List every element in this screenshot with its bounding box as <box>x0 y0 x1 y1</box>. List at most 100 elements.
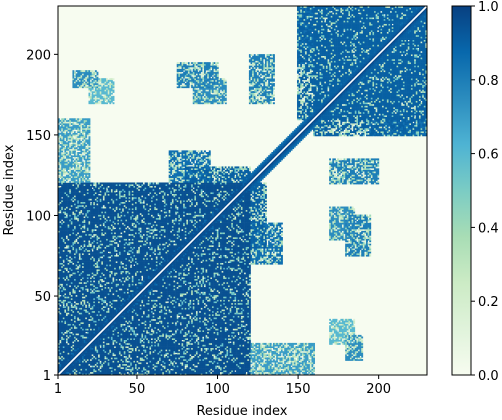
heatmap-cell <box>194 373 197 375</box>
heatmap-cell <box>224 349 227 352</box>
heatmap-cell <box>123 360 126 363</box>
heatmap-cell <box>239 350 242 353</box>
heatmap-cell <box>165 339 168 342</box>
heatmap-cell <box>157 360 160 363</box>
heatmap-cell <box>98 338 101 340</box>
heatmap-cell <box>204 362 206 365</box>
heatmap-cell <box>191 349 194 352</box>
heatmap-cell <box>202 342 205 345</box>
heatmap-cell <box>247 346 250 349</box>
heatmap-cell <box>290 349 293 352</box>
heatmap-cell <box>239 357 242 360</box>
heatmap-cell <box>245 346 248 349</box>
heatmap-cell <box>277 368 280 371</box>
heatmap-cell <box>256 355 259 358</box>
heatmap-cell <box>300 370 303 373</box>
heatmap-cell <box>104 373 107 375</box>
heatmap-cell <box>61 341 64 344</box>
heatmap-cell <box>159 344 161 347</box>
heatmap-cell <box>181 358 184 361</box>
heatmap-cell <box>181 363 184 366</box>
heatmap-cell <box>82 362 84 365</box>
heatmap-cell <box>309 373 312 375</box>
heatmap-cell <box>189 354 192 357</box>
heatmap-cell <box>256 365 259 368</box>
heatmap-cell <box>136 342 139 345</box>
heatmap-cell <box>244 373 246 375</box>
heatmap-cell <box>112 354 115 357</box>
heatmap-cell <box>131 350 134 353</box>
heatmap-cell <box>232 365 235 368</box>
heatmap-cell <box>199 373 202 375</box>
heatmap-cell <box>245 370 248 373</box>
heatmap-cell <box>147 355 150 358</box>
heatmap-cell <box>255 346 258 349</box>
heatmap-cell <box>311 355 314 358</box>
heatmap-cell <box>240 352 243 355</box>
heatmap-cell <box>264 362 267 365</box>
heatmap-cell <box>109 344 112 347</box>
heatmap-cell <box>106 338 109 340</box>
heatmap-cell <box>232 360 235 363</box>
heatmap-cell <box>202 358 205 361</box>
heatmap-cell <box>80 338 83 340</box>
heatmap-cell <box>135 341 137 344</box>
heatmap-cell <box>205 350 208 353</box>
heatmap-cell <box>232 370 235 373</box>
heatmap-cell <box>80 365 83 368</box>
heatmap-cell <box>268 365 271 368</box>
heatmap-cell <box>297 370 299 373</box>
heatmap-cell <box>356 352 359 355</box>
heatmap-cell <box>216 341 219 344</box>
heatmap-cell <box>107 346 110 349</box>
heatmap-cell <box>218 354 221 357</box>
heatmap-cell <box>359 358 362 361</box>
heatmap-cell <box>154 344 157 347</box>
heatmap-cell <box>261 371 264 374</box>
heatmap-cell <box>194 365 197 368</box>
heatmap-cell <box>236 368 238 371</box>
heatmap-cell <box>237 350 240 353</box>
heatmap-cell <box>133 338 136 340</box>
heatmap-cell <box>247 358 250 361</box>
heatmap-cell <box>255 368 258 371</box>
heatmap-cell <box>195 370 198 373</box>
heatmap-cell <box>170 355 173 358</box>
heatmap-cell <box>154 360 157 363</box>
heatmap-cell <box>88 338 91 340</box>
heatmap-cell <box>106 344 109 347</box>
heatmap-cell <box>144 338 147 340</box>
heatmap-cell <box>309 349 312 352</box>
heatmap-cell <box>175 355 178 358</box>
heatmap-cell <box>253 350 256 353</box>
heatmap-cell <box>106 341 109 344</box>
heatmap-cell <box>83 373 86 375</box>
heatmap-cell <box>293 342 296 345</box>
heatmap-cell <box>263 354 266 357</box>
heatmap-cell <box>107 355 110 358</box>
heatmap-cell <box>284 342 287 345</box>
heatmap-cell <box>82 354 84 357</box>
heatmap-cell <box>70 347 73 350</box>
heatmap-cell <box>308 349 311 352</box>
heatmap-cell <box>252 368 255 371</box>
heatmap-cell <box>78 355 81 358</box>
heatmap-cell <box>210 344 213 347</box>
heatmap-cell <box>154 373 157 375</box>
heatmap-cell <box>202 363 205 366</box>
heatmap-cell <box>218 373 221 375</box>
heatmap-cell <box>306 366 309 369</box>
heatmap-cell <box>75 338 78 340</box>
heatmap-cell <box>80 346 83 349</box>
heatmap-cell <box>218 355 221 358</box>
heatmap-cell <box>333 341 336 344</box>
heatmap-cell <box>133 371 136 374</box>
heatmap-cell <box>189 366 192 369</box>
heatmap-cell <box>168 341 171 344</box>
heatmap-cell <box>107 362 110 365</box>
heatmap-cell <box>61 358 64 361</box>
heatmap-cell <box>313 349 315 352</box>
heatmap-cell <box>252 342 255 345</box>
heatmap-cell <box>236 371 238 374</box>
heatmap-cell <box>152 362 155 365</box>
